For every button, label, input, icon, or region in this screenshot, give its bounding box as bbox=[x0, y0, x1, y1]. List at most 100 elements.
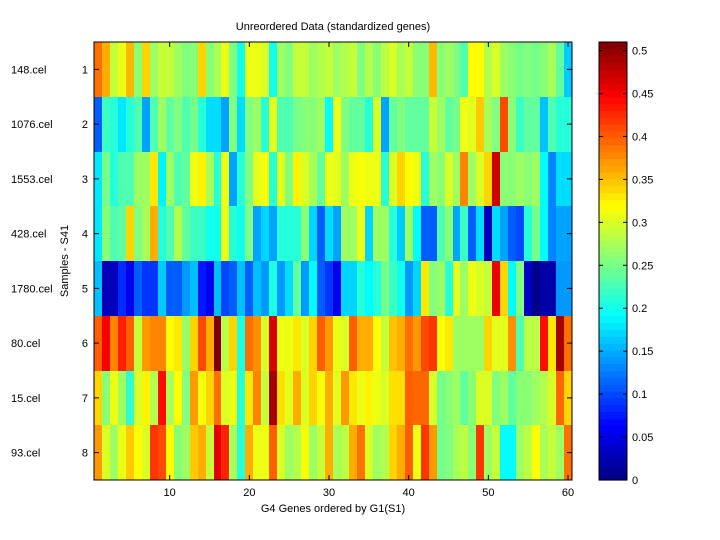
x-axis-label: G4 Genes ordered by G1(S1) bbox=[261, 503, 405, 515]
heatmap-cell bbox=[532, 42, 540, 97]
heatmap-cell bbox=[373, 42, 381, 97]
heatmap-cell bbox=[532, 152, 540, 206]
heatmap-cell bbox=[492, 371, 500, 425]
heatmap-cell bbox=[357, 371, 365, 425]
heatmap-cell bbox=[301, 371, 309, 425]
heatmap-cell bbox=[293, 371, 301, 425]
heatmap-cell bbox=[500, 152, 508, 206]
heatmap-cell bbox=[397, 42, 405, 97]
y-axis-label: Samples - S41 bbox=[59, 225, 71, 297]
heatmap-cell bbox=[540, 97, 548, 152]
heatmap-cell bbox=[357, 261, 365, 316]
heatmap-cell bbox=[373, 425, 381, 480]
heatmap-cell bbox=[445, 316, 453, 371]
heatmap-cell bbox=[437, 42, 445, 97]
heatmap-cell bbox=[429, 261, 437, 316]
heatmap-cell bbox=[333, 371, 341, 425]
heatmap-cell bbox=[516, 316, 524, 371]
colorbar-segment bbox=[599, 432, 627, 440]
heatmap-cell bbox=[190, 316, 198, 371]
colorbar-segment bbox=[599, 343, 627, 351]
heatmap-cell bbox=[556, 371, 564, 425]
heatmap-cell bbox=[214, 152, 221, 206]
heatmap-cell bbox=[182, 425, 190, 480]
heatmap-cell bbox=[373, 261, 381, 316]
heatmap-cell bbox=[445, 97, 453, 152]
heatmap-cell bbox=[118, 97, 126, 152]
heatmap-cell bbox=[460, 206, 468, 261]
heatmap-cell bbox=[277, 425, 285, 480]
heatmap-cell bbox=[349, 371, 357, 425]
heatmap-cell bbox=[405, 206, 413, 261]
heatmap-cell bbox=[134, 425, 142, 480]
heatmap-cell bbox=[349, 206, 357, 261]
heatmap-cell bbox=[309, 97, 317, 152]
heatmap-cell bbox=[453, 316, 460, 371]
heatmap-cell bbox=[142, 42, 150, 97]
heatmap-cell bbox=[261, 152, 269, 206]
heatmap-cell bbox=[532, 371, 540, 425]
heatmap-cell bbox=[421, 261, 429, 316]
heatmap-cell bbox=[182, 152, 190, 206]
heatmap-cell bbox=[126, 42, 134, 97]
heatmap-cell bbox=[484, 261, 492, 316]
heatmap-cell bbox=[389, 425, 397, 480]
heatmap-cell bbox=[237, 371, 245, 425]
heatmap-cell bbox=[333, 261, 341, 316]
row-name-label: 93.cel bbox=[11, 448, 40, 460]
heatmap-cell bbox=[214, 261, 221, 316]
heatmap-cell bbox=[476, 152, 484, 206]
heatmap-cell bbox=[325, 371, 333, 425]
heatmap-cell bbox=[253, 152, 261, 206]
x-tick-label: 20 bbox=[243, 487, 255, 499]
heatmap-cell bbox=[110, 42, 118, 97]
heatmap-cell bbox=[166, 371, 174, 425]
heatmap-cell bbox=[253, 97, 261, 152]
heatmap-cell bbox=[445, 42, 453, 97]
row-name-label: 15.cel bbox=[11, 393, 40, 405]
heatmap-cell bbox=[229, 97, 237, 152]
heatmap-cell bbox=[437, 152, 445, 206]
colorbar-segment bbox=[599, 178, 627, 187]
colorbar-tick-label: 0.45 bbox=[632, 89, 653, 101]
colorbar-tick-label: 0.4 bbox=[632, 131, 647, 143]
heatmap-cell bbox=[492, 425, 500, 480]
heatmap-cell bbox=[413, 152, 421, 206]
heatmap-cell bbox=[524, 152, 532, 206]
heatmap-cell bbox=[484, 97, 492, 152]
heatmap-cell bbox=[556, 316, 564, 371]
colorbar-segment bbox=[599, 151, 627, 159]
heatmap-cell bbox=[476, 42, 484, 97]
heatmap-cell bbox=[548, 425, 556, 480]
heatmap-cell bbox=[405, 42, 413, 97]
heatmap-cell bbox=[381, 371, 389, 425]
y-tick-label: 8 bbox=[82, 448, 88, 460]
heatmap-cell bbox=[190, 261, 198, 316]
colorbar-segment bbox=[599, 172, 627, 180]
heatmap-cell bbox=[532, 97, 540, 152]
heatmap-cell bbox=[421, 371, 429, 425]
heatmap-cell bbox=[405, 316, 413, 371]
heatmap-cell bbox=[206, 425, 214, 480]
heatmap-cell bbox=[158, 206, 166, 261]
heatmap-cell bbox=[309, 371, 317, 425]
heatmap-cell bbox=[182, 42, 190, 97]
heatmap-cell bbox=[229, 425, 237, 480]
colorbar-segment bbox=[599, 384, 627, 392]
heatmap-cell bbox=[508, 371, 516, 425]
colorbar-segment bbox=[599, 404, 627, 413]
heatmap-cell bbox=[389, 316, 397, 371]
heatmap-cell bbox=[293, 261, 301, 316]
heatmap-cell bbox=[198, 425, 206, 480]
heatmap-cell bbox=[333, 425, 341, 480]
colorbar-tick-label: 0.35 bbox=[632, 174, 653, 186]
heatmap-cell bbox=[508, 206, 516, 261]
heatmap-cell bbox=[309, 152, 317, 206]
heatmap-cell bbox=[174, 425, 182, 480]
heatmap-cell bbox=[166, 261, 174, 316]
heatmap-cell bbox=[476, 371, 484, 425]
colorbar-segment bbox=[599, 274, 627, 283]
heatmap-cell bbox=[365, 97, 373, 152]
heatmap-cell bbox=[285, 152, 293, 206]
heatmap-cell bbox=[229, 206, 237, 261]
